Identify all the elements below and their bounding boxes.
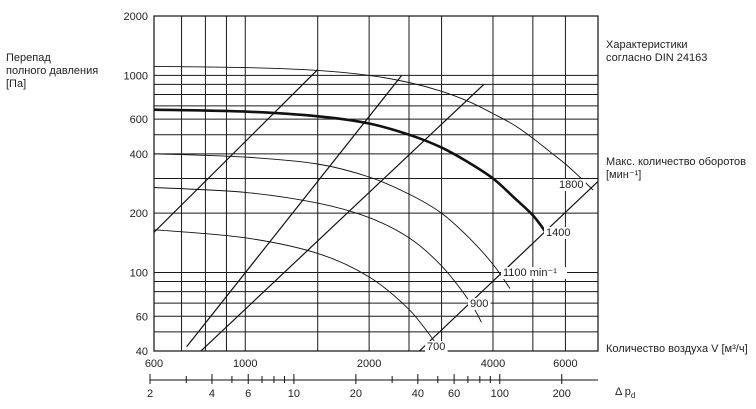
x-tick-label: 6000 [553,358,577,370]
y-tick-label: 600 [130,114,148,126]
fan-curve-1400 [154,108,548,235]
standard-note-line-2: согласно DIN 24163 [606,52,708,64]
curve-label-bg [425,341,448,353]
max-speed-label-line-1: Макс. количество оборотов [606,156,747,168]
dp-tick-label: 60 [448,388,460,400]
y-axis-label: Перепад полного давления [Па] [6,52,98,91]
x-tick-labels: 600 1000 2000 4000 6000 [145,358,578,370]
curve-label-900: 900 [470,298,488,310]
curve-label-700: 700 [427,341,445,353]
x-tick-label: 600 [145,358,163,370]
x-tick-label: 1000 [233,358,257,370]
system-line [154,69,319,233]
standard-note-line-1: Характеристики [606,39,688,51]
y-tick-label: 200 [130,208,148,220]
y-tick-label: 40 [136,346,148,358]
dp-tick-label: 100 [491,388,509,400]
dp-axis-label-main: Δ p [615,386,631,398]
y-tick-label: 60 [136,311,148,323]
curve-label-bg [468,298,491,310]
curve-labels: 700 900 1100 min⁻¹ 1400 1800 [425,179,586,353]
system-line [186,75,403,348]
grid-lines [153,15,599,352]
plot-frame [153,15,599,352]
x-tick-label: 2000 [357,358,381,370]
y-tick-label: 100 [130,268,148,280]
curve-label-1800: 1800 [559,179,583,191]
curve-label-bg [544,227,573,239]
standard-note: Характеристики согласно DIN 24163 [606,39,707,65]
system-lines [154,69,598,351]
y-axis-label-line-2: полного давления [6,65,99,77]
dp-tick-label: 2 [147,388,153,400]
y-tick-label: 400 [130,149,148,161]
y-tick-labels: 40 60 100 200 400 600 1000 2000 [124,11,148,358]
max-speed-label-line-2: [мин⁻¹] [606,169,642,181]
dp-axis-label: Δ pd [615,386,635,402]
fan-curve-700 [154,229,436,344]
system-line [200,83,485,351]
fan-curve-1800 [154,65,594,191]
fan-curve-900 [154,187,482,323]
curve-label-bg [557,179,586,191]
x-tick-label: 4000 [481,358,505,370]
curve-label-bg [501,267,567,279]
y-axis-label-line-3: [Па] [6,78,27,90]
y-tick-label: 1000 [124,70,148,82]
x-axis-label: Количество воздуха V [м³/ч] [606,343,748,355]
y-tick-label: 2000 [124,11,148,23]
dp-tick-label: 6 [245,388,251,400]
dp-tick-label: 10 [288,388,300,400]
dp-tick-label: 200 [553,388,571,400]
y-axis-label-line-1: Перепад [6,52,51,64]
fan-curves [154,65,594,344]
dp-axis-label-sub: d [630,391,636,401]
dp-tick-label: 20 [350,388,362,400]
fan-curve-1100 [154,153,511,289]
dp-axis: 2 4 6 10 20 40 60 100 200 [147,374,598,400]
system-line [418,180,598,351]
max-speed-label: Макс. количество оборотов [мин⁻¹] [606,156,746,182]
curve-label-1100: 1100 min⁻¹ [503,267,557,279]
dp-tick-label: 4 [209,388,215,400]
dp-tick-label: 40 [412,388,424,400]
curve-label-1400: 1400 [546,227,570,239]
